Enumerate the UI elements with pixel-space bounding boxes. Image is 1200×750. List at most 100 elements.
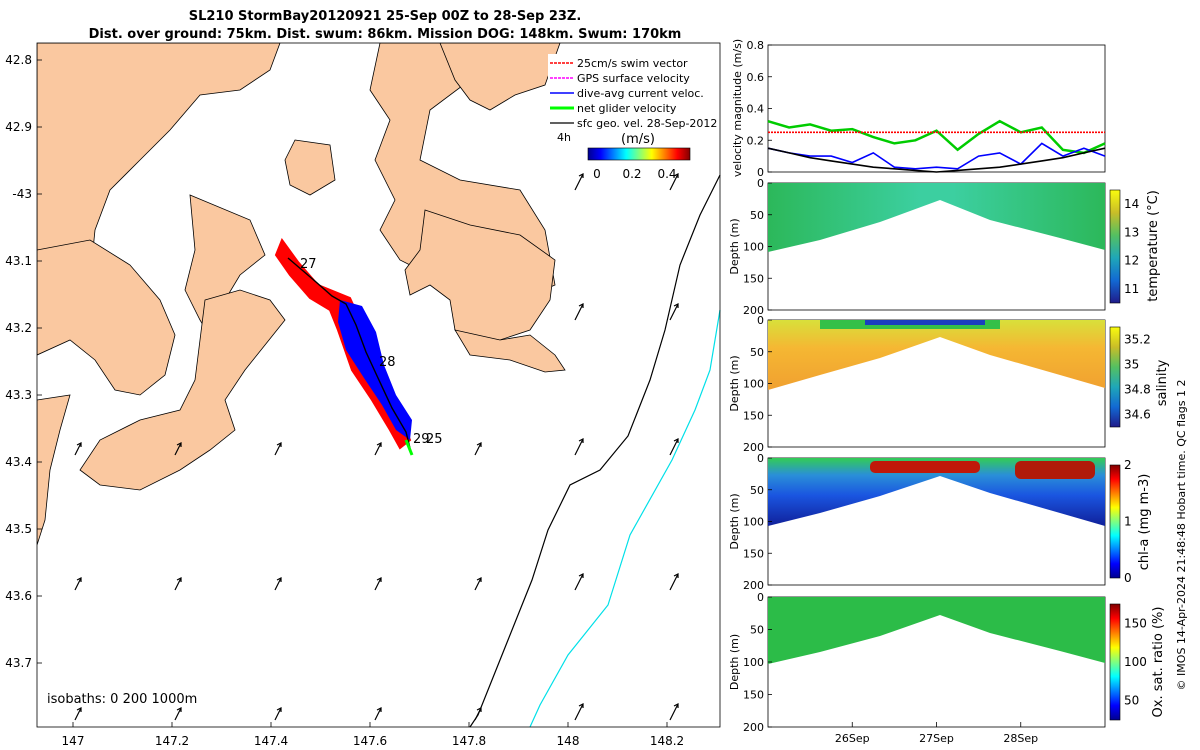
chlorophyll-colorbar-ticks: 0 1 2: [1124, 458, 1132, 585]
geostrophic-arrow: [174, 442, 182, 456]
geostrophic-arrowhead: [76, 707, 82, 712]
geostrophic-arrowhead: [176, 577, 182, 582]
oxygen-colorbar: [1109, 603, 1121, 721]
depth-tick-label: 0: [757, 314, 764, 327]
legend-overflow-label: 4h: [557, 131, 571, 144]
geostrophic-arrow: [274, 707, 282, 721]
geostrophic-arrow: [474, 577, 482, 591]
temperature-colorbar: [1109, 189, 1121, 304]
geostrophic-arrowhead: [673, 438, 679, 443]
geostrophic-arrowhead: [578, 303, 584, 308]
depth-tick-label: 150: [743, 409, 764, 422]
geostrophic-arrowhead: [276, 577, 282, 582]
lat-tick-label: 43.4: [5, 455, 32, 469]
colorbar-tick-label: 2: [1124, 458, 1132, 472]
geostrophic-arrowhead: [673, 703, 679, 708]
chlorophyll-surface-bloom: [870, 461, 980, 473]
geostrophic-arrowhead: [578, 703, 584, 708]
geostrophic-arrow: [74, 707, 82, 721]
time-axis: 26Sep 27Sep 28Sep: [835, 722, 1038, 745]
day-label-27: 27: [300, 257, 317, 272]
colorbar-tick-label: 11: [1124, 282, 1139, 296]
depth-tick-label: 200: [743, 579, 764, 592]
colorbar-tick-label: 150: [1124, 616, 1147, 630]
salinity-section-axis: 0 50 100 150 200 Depth (m): [728, 314, 772, 454]
depth-axis-label: Depth (m): [728, 355, 741, 411]
lon-tick-label: 147.4: [254, 734, 288, 748]
geostrophic-arrow: [374, 707, 382, 721]
lon-tick-label: 147.2: [155, 734, 189, 748]
chlorophyll-surface-bloom-east: [1015, 461, 1095, 479]
geostrophic-arrow: [669, 173, 679, 191]
lat-tick-label: 42.9: [5, 120, 32, 134]
lat-tick-label: 43.2: [5, 321, 32, 335]
colorbar-tick-label: 14: [1124, 197, 1139, 211]
land-upper-island: [284, 139, 336, 196]
geostrophic-arrow: [574, 438, 584, 456]
depth-tick-label: 0: [757, 452, 764, 465]
chlorophyll-clabel: chl-a (mg m-3): [1137, 474, 1152, 571]
depth-tick-label: 200: [743, 441, 764, 454]
land-north-east: [439, 43, 561, 111]
longitude-axis: 147 147.2 147.4 147.6 147.8 148 148.2: [62, 722, 684, 748]
day-label-28: 28: [379, 355, 396, 370]
geostrophic-arrowhead: [578, 573, 584, 578]
geostrophic-arrow: [669, 438, 679, 456]
geostrophic-arrowhead: [76, 442, 82, 447]
depth-tick-label: 200: [743, 721, 764, 734]
colorbar-tick-label: 12: [1124, 254, 1139, 268]
depth-tick-label: 0: [757, 591, 764, 604]
geostrophic-arrow: [274, 442, 282, 456]
colorbar-tick-label: 1: [1124, 515, 1132, 529]
geostrophic-arrowhead: [578, 438, 584, 443]
depth-tick-label: 50: [750, 624, 764, 637]
geostrophic-arrowhead: [476, 442, 482, 447]
depth-axis-label: Depth (m): [728, 218, 741, 274]
depth-tick-label: 200: [743, 304, 764, 317]
depth-tick-label: 50: [750, 209, 764, 222]
salinity-colorbar-ticks: 34.6 34.8 35 35.2: [1124, 333, 1151, 422]
geostrophic-arrow: [474, 707, 482, 721]
oxygen-section-field: [768, 597, 1105, 664]
salinity-clabel: salinity: [1155, 359, 1170, 406]
geostrophic-arrow: [174, 577, 182, 591]
geostrophic-arrowhead: [276, 442, 282, 447]
net-velocity-segment: [404, 439, 414, 456]
land-bruny-island: [79, 289, 286, 491]
speed-colorbar-title: (m/s): [621, 132, 655, 147]
depth-tick-label: 150: [743, 689, 764, 702]
depth-tick-label: 100: [743, 516, 764, 529]
chlorophyll-panel: 0 50 100 150 200 Depth (m) 0 1 2 chl-a (mg m-3): [728, 452, 1152, 592]
geostrophic-arrowhead: [376, 442, 382, 447]
geostrophic-arrowhead: [376, 707, 382, 712]
speed-colorbar-tick-0-4: 0.4: [657, 167, 676, 181]
temperature-panel: 0 50 100 150 200 Depth (m) 11 12 13 14 temperatu…: [728, 177, 1161, 317]
geostrophic-arrows: [74, 173, 679, 721]
day-label-25: 25: [426, 432, 443, 447]
temperature-clabel: temperature (°C): [1146, 190, 1161, 302]
geostrophic-arrow: [574, 173, 584, 191]
oxygen-panel: 0 50 100 150 200 Depth (m) 50 100 150 Ox. sat. …: [728, 591, 1166, 745]
velocity-y-axis: 0 0.2 0.4 0.6 0.8: [747, 39, 772, 179]
geostrophic-arrow: [669, 573, 679, 591]
depth-tick-label: 0: [757, 177, 764, 190]
legend-label-geostrophic: sfc geo. vel. 28-Sep-2012: [577, 117, 717, 130]
geostrophic-arrowhead: [376, 577, 382, 582]
copyright-footer: © IMOS 14-Apr-2024 21:48:48 Hobart time.…: [1175, 380, 1188, 691]
legend-label-gps: GPS surface velocity: [577, 72, 690, 85]
depth-tick-label: 100: [743, 656, 764, 669]
land-group: [37, 43, 566, 546]
colorbar-tick-label: 35: [1124, 358, 1139, 372]
map-legend-box: [548, 54, 720, 136]
geostrophic-arrow: [74, 577, 82, 591]
speed-colorbar-bar: [587, 147, 691, 161]
colorbar-tick-label: 34.8: [1124, 383, 1151, 397]
colorbar-tick-label: 34.6: [1124, 408, 1151, 422]
velocity-ylabel: velocity magnitude (m/s): [731, 39, 744, 177]
time-tick-label: 28Sep: [1003, 732, 1038, 745]
velocity-tick-label: 0.8: [747, 39, 765, 52]
land-tasman-south: [454, 329, 566, 373]
speed-colorbar: (m/s) 0 0.2 0.4: [587, 132, 691, 181]
colorbar-tick-label: 13: [1124, 225, 1139, 239]
